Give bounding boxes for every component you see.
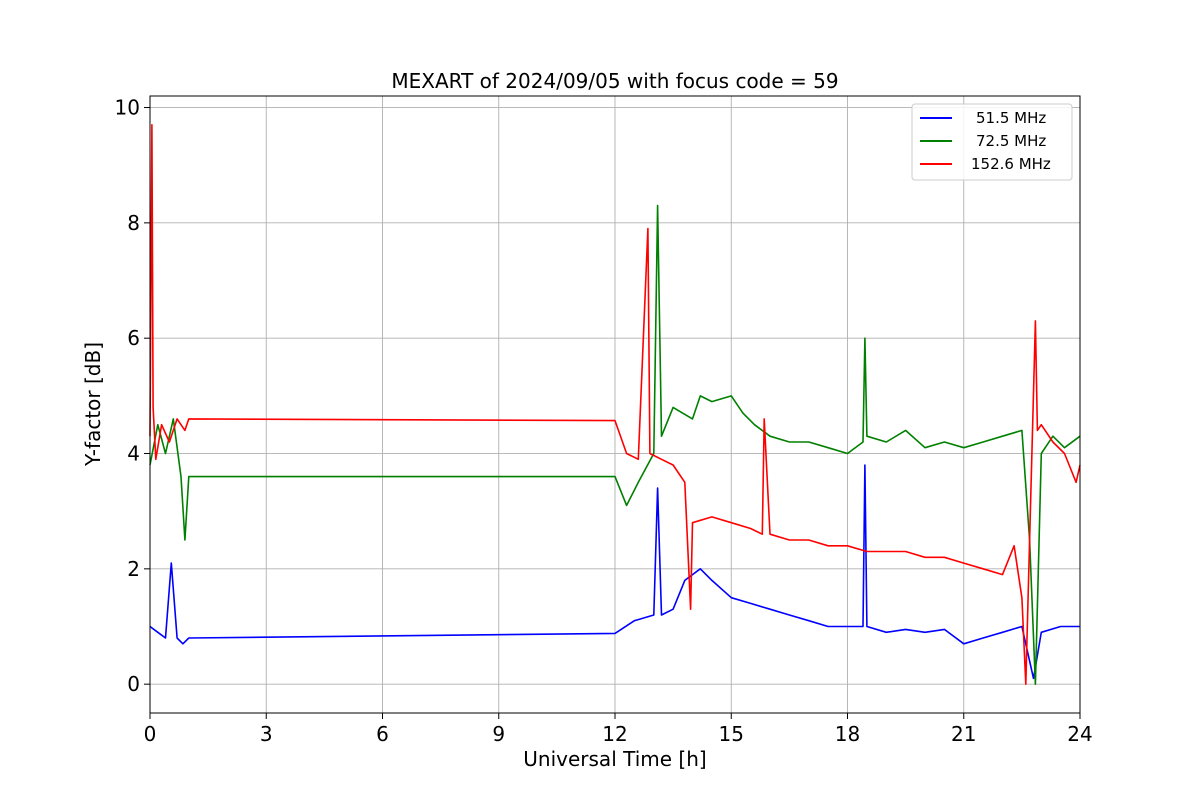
x-tick-label: 24	[1067, 722, 1092, 746]
plot-area	[149, 124, 1081, 686]
y-tick-label: 10	[115, 96, 140, 120]
legend-label-51mhz: 51.5 MHz	[976, 109, 1046, 127]
x-tick-label: 6	[376, 722, 389, 746]
legend-box	[911, 103, 1073, 181]
chart-title: MEXART of 2024/09/05 with focus code = 5…	[391, 69, 838, 93]
x-tick-label: 15	[719, 722, 744, 746]
series-51-5-mhz	[149, 464, 1080, 680]
y-tick-label: 2	[127, 557, 140, 581]
legend-label-152mhz: 152.6 MHz	[971, 155, 1051, 173]
x-tick-label: 18	[835, 722, 860, 746]
y-axis-label: Y-factor [dB]	[81, 342, 105, 467]
x-tick-label: 0	[144, 722, 157, 746]
series-152-6-mhz	[149, 124, 1081, 686]
y-tick-label: 0	[127, 672, 140, 696]
x-tick-label: 3	[260, 722, 273, 746]
x-tick-label: 12	[602, 722, 627, 746]
series-72-5-mhz	[149, 204, 1081, 686]
x-axis: 0 3 6 9 12 15 18 21 24	[144, 713, 1093, 746]
y-tick-label: 6	[127, 326, 140, 350]
y-axis: 0 2 4 6 8 10	[115, 96, 150, 696]
x-axis-label: Universal Time [h]	[523, 747, 706, 771]
x-tick-label: 21	[951, 722, 976, 746]
x-tick-label: 9	[492, 722, 505, 746]
legend: 51.5 MHz 72.5 MHz 152.6 MHz	[911, 103, 1073, 181]
legend-label-72mhz: 72.5 MHz	[976, 132, 1046, 150]
y-tick-label: 8	[127, 211, 140, 235]
y-tick-label: 4	[127, 442, 140, 466]
